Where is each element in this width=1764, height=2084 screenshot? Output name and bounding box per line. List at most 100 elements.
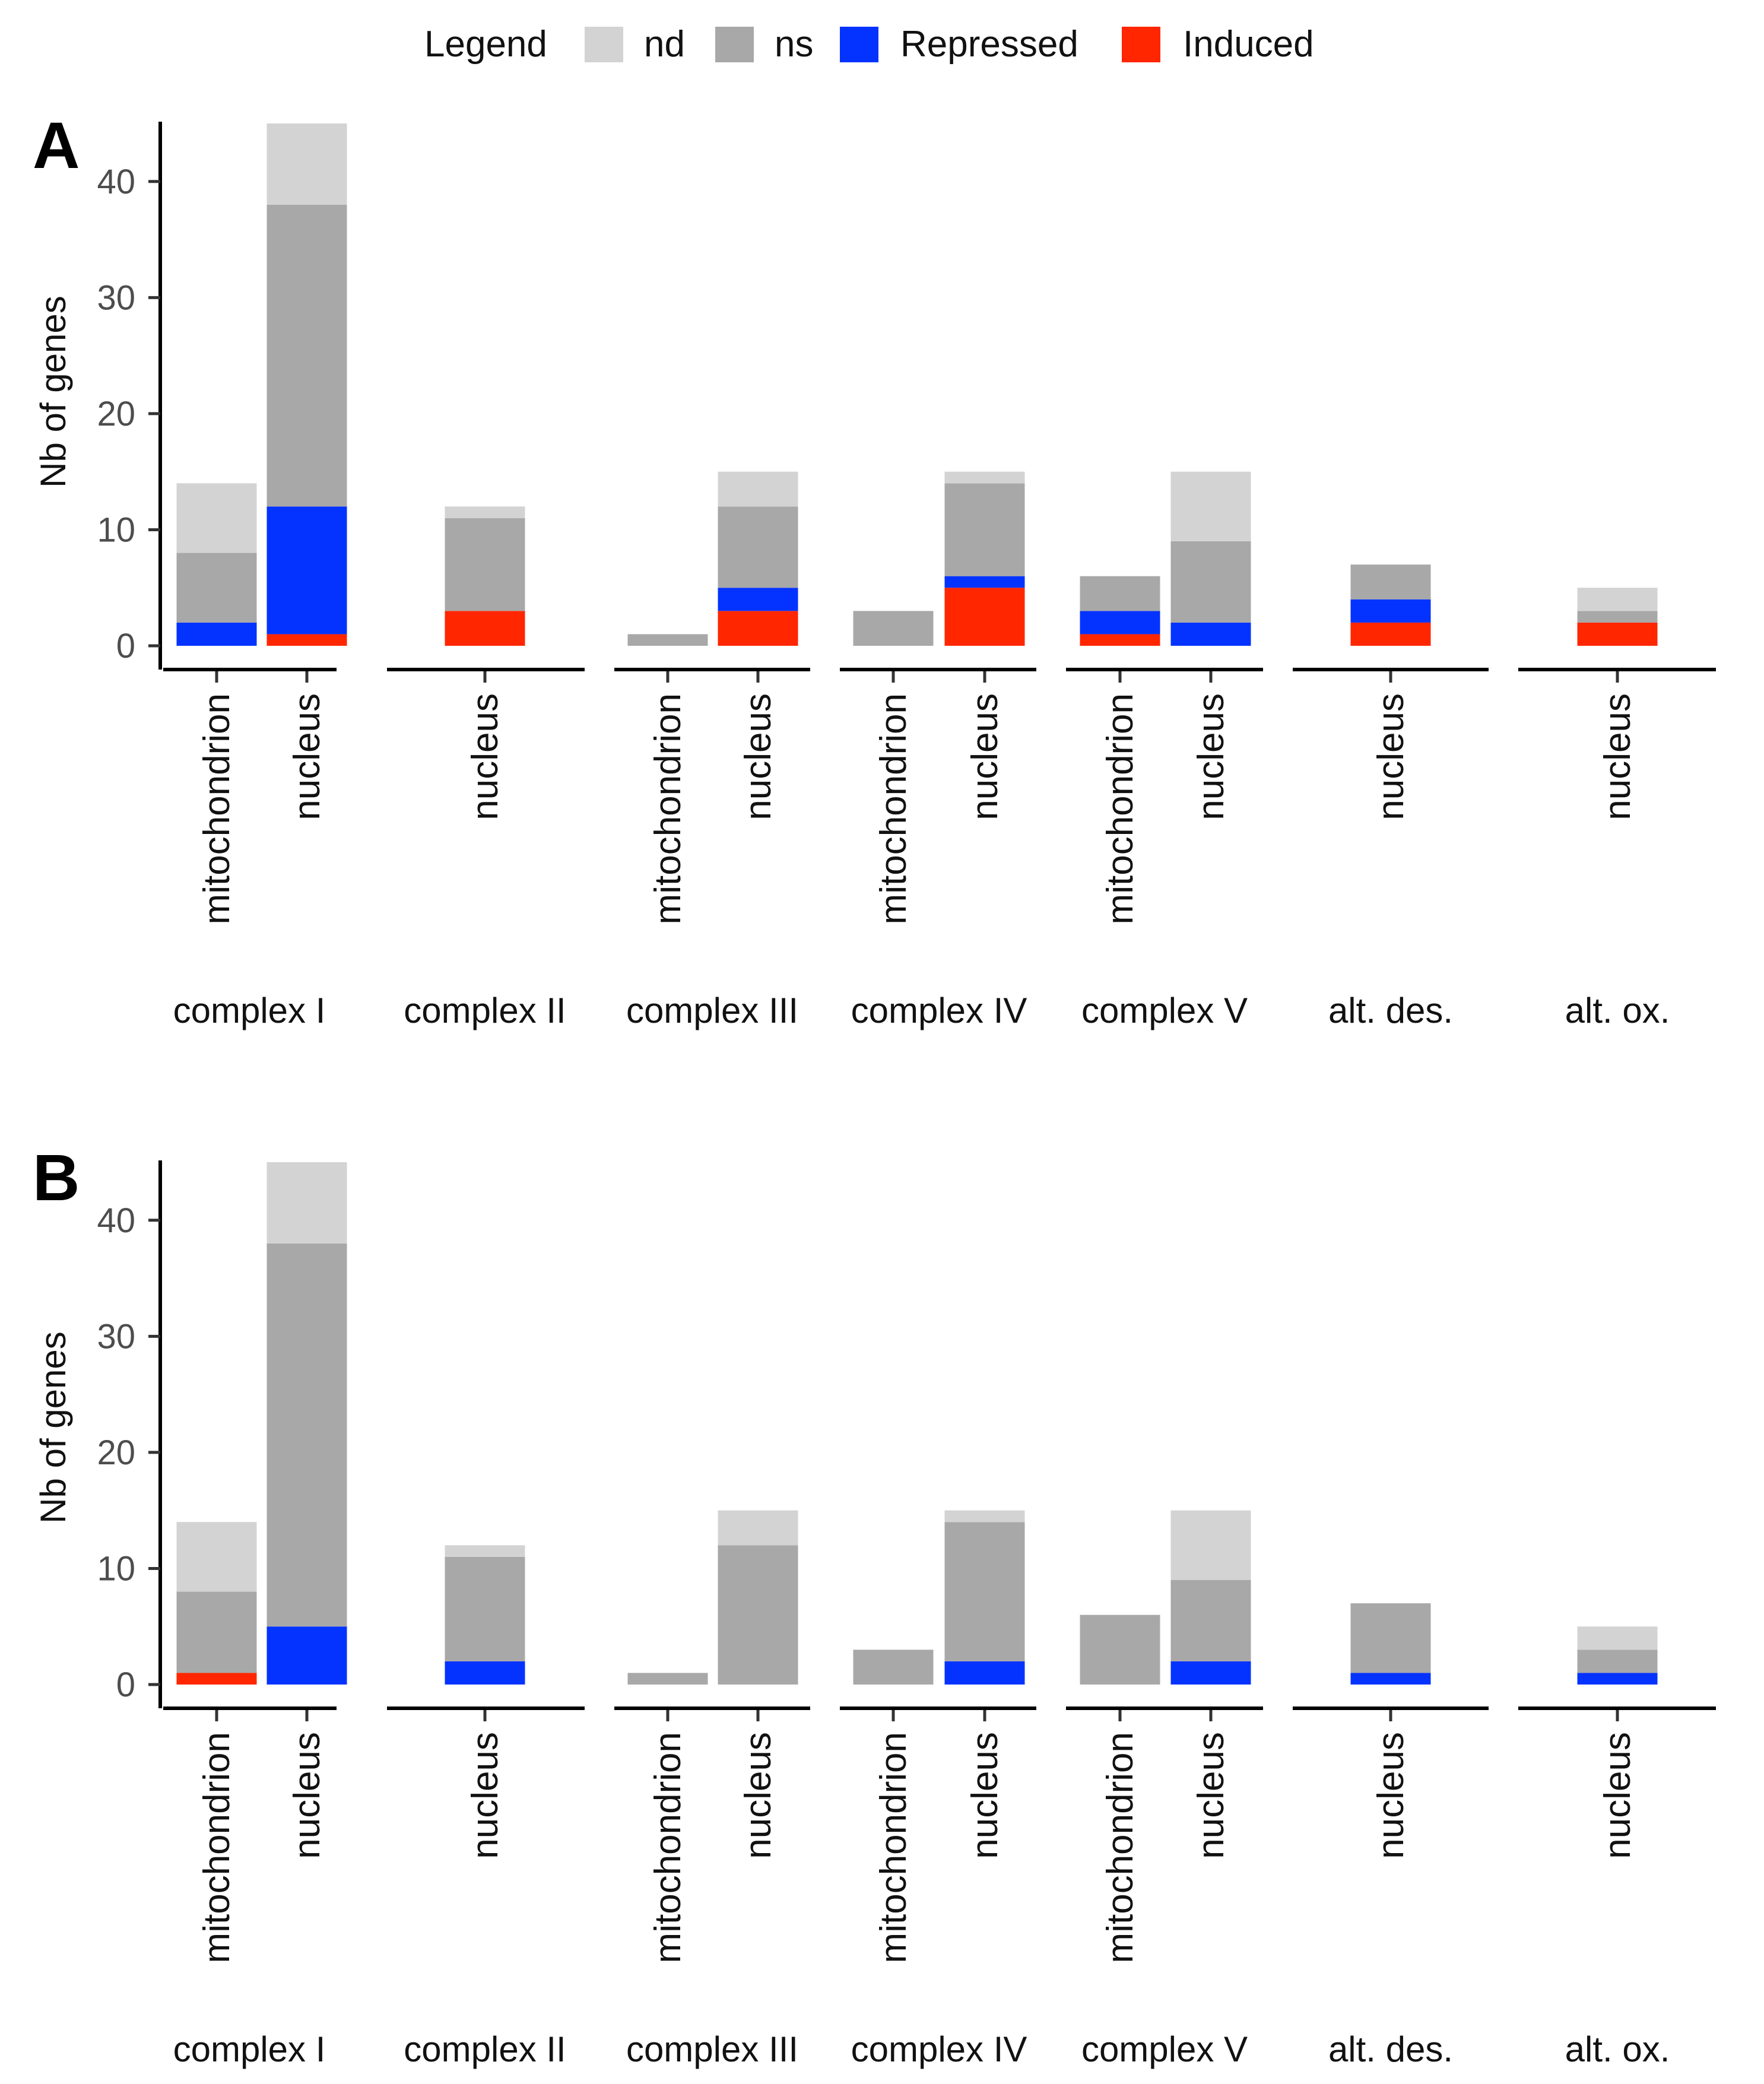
panel-a-bar-alt-ox-nucleus-ns — [1577, 611, 1658, 623]
panel-b-y-tick-label-40: 40 — [97, 1201, 135, 1240]
panel-a-group-label-alt-ox: alt. ox. — [1565, 991, 1670, 1030]
panel-b-bar-complex-i-mitochondrion-ns — [176, 1591, 257, 1673]
panel-b-x-tick-label-complex-v-nucleus: nucleus — [1191, 1732, 1232, 1859]
panel-b-x-tick-label-complex-iii-mitochondrion: mitochondrion — [648, 1732, 689, 1963]
panel-a-bar-complex-i-nucleus-ns — [266, 204, 347, 507]
panel-b-bar-complex-i-nucleus-nd — [266, 1162, 347, 1244]
panel-b-bar-complex-iii-mitochondrion-ns — [627, 1673, 708, 1685]
panel-a-y-tick-label-30: 30 — [97, 278, 135, 317]
panel-b-bar-alt-des-nucleus-repressed — [1350, 1673, 1431, 1685]
panel-a-bar-alt-des-nucleus-repressed — [1350, 599, 1431, 623]
panel-b-group-label-complex-ii: complex II — [404, 2029, 566, 2069]
panel-a-y-tick-label-20: 20 — [97, 395, 135, 433]
panel-b-y-axis-title: Nb of genes — [33, 1331, 73, 1524]
panel-b-bar-complex-i-mitochondrion-induced — [176, 1673, 257, 1685]
panel-b-bar-complex-ii-nucleus-nd — [445, 1545, 525, 1557]
panel-a-bar-complex-v-nucleus-repressed — [1170, 622, 1251, 646]
panel-b-bar-complex-iii-nucleus-nd — [718, 1510, 798, 1546]
panel-a-bar-complex-iv-nucleus-induced — [944, 588, 1025, 646]
panel-a-group-label-complex-v: complex V — [1081, 991, 1248, 1030]
panel-a-bar-complex-iii-nucleus-ns — [718, 506, 798, 588]
panel-b-bar-complex-ii-nucleus-ns — [445, 1556, 525, 1661]
panel-a-bar-alt-des-nucleus-ns — [1350, 564, 1431, 599]
panel-b-bar-alt-ox-nucleus-repressed — [1577, 1673, 1658, 1685]
legend: Legend nd ns Repressed Induced — [424, 24, 1314, 65]
panel-a-bar-complex-i-mitochondrion-ns — [176, 553, 257, 623]
panel-b-bar-complex-v-nucleus-repressed — [1170, 1661, 1251, 1685]
panel-a-letter: A — [33, 109, 80, 182]
panel-a-x-tick-label-complex-i-nucleus: nucleus — [287, 693, 328, 820]
panel-a-bar-alt-ox-nucleus-induced — [1577, 622, 1658, 646]
panel-b-bar-complex-v-mitochondrion-ns — [1080, 1614, 1160, 1685]
panel-a-bar-complex-v-nucleus-ns — [1170, 541, 1251, 623]
panel-a-bar-complex-i-mitochondrion-nd — [176, 483, 257, 553]
panel-a-bar-complex-iv-nucleus-repressed — [944, 576, 1025, 588]
panel-a-x-tick-label-complex-iii-mitochondrion: mitochondrion — [648, 693, 689, 924]
panel-b-letter: B — [33, 1141, 80, 1214]
panel-a-x-tick-label-complex-v-nucleus: nucleus — [1191, 693, 1232, 820]
panel-b-bar-complex-i-nucleus-repressed — [266, 1626, 347, 1685]
panel-a-group-label-alt-des: alt. des. — [1328, 991, 1453, 1030]
panel-b-bar-complex-i-nucleus-ns — [266, 1243, 347, 1627]
panel-b-x-tick-label-complex-iv-nucleus: nucleus — [965, 1732, 1005, 1859]
panel-b-bar-complex-ii-nucleus-repressed — [445, 1661, 525, 1685]
panel-b-x-tick-label-complex-v-mitochondrion: mitochondrion — [1100, 1732, 1141, 1963]
panel-a-bar-complex-v-mitochondrion-repressed — [1080, 611, 1160, 635]
panel-a-group-label-complex-i: complex I — [173, 991, 326, 1030]
panel-b-group-label-alt-des: alt. des. — [1328, 2029, 1453, 2069]
panel-a-bar-complex-iv-mitochondrion-ns — [853, 611, 934, 646]
panel-b-bar-alt-des-nucleus-ns — [1350, 1603, 1431, 1673]
panel-a-bar-complex-iii-nucleus-repressed — [718, 588, 798, 611]
panel-a-bar-alt-des-nucleus-induced — [1350, 622, 1431, 646]
panel-b-bar-complex-v-nucleus-nd — [1170, 1510, 1251, 1580]
panel-a-x-tick-label-complex-iv-mitochondrion: mitochondrion — [873, 693, 914, 924]
panel-b-x-tick-label-complex-iv-mitochondrion: mitochondrion — [873, 1732, 914, 1963]
panel-a-x-tick-label-alt-des-nucleus: nucleus — [1370, 693, 1411, 820]
panel-a-bar-complex-iii-nucleus-induced — [718, 611, 798, 646]
panel-b-y-tick-label-0: 0 — [116, 1666, 135, 1704]
panel-a-bar-complex-ii-nucleus-ns — [445, 518, 525, 611]
legend-label-induced: Induced — [1183, 24, 1314, 65]
legend-label-ns: ns — [775, 24, 813, 65]
panel-b: B Nb of genes 0 10 20 30 40 mitochondrion nucl… — [33, 1141, 1716, 2069]
panel-b-bar-alt-ox-nucleus-nd — [1577, 1626, 1658, 1650]
panel-a-group-label-complex-ii: complex II — [404, 991, 566, 1030]
panel-a-group-label-complex-iv: complex IV — [851, 991, 1027, 1030]
panel-a-bar-complex-i-mitochondrion-repressed — [176, 622, 257, 646]
panel-b-bar-complex-iv-nucleus-ns — [944, 1522, 1025, 1661]
panel-a-bar-complex-iii-nucleus-nd — [718, 471, 798, 507]
panel-b-x-tick-label-alt-ox-nucleus: nucleus — [1597, 1732, 1638, 1859]
panel-a-bar-complex-iv-nucleus-ns — [944, 483, 1025, 576]
panel-b-bar-complex-v-nucleus-ns — [1170, 1580, 1251, 1661]
panel-a-x-tick-label-complex-iv-nucleus: nucleus — [965, 693, 1005, 820]
panel-a-group-label-complex-iii: complex III — [626, 991, 798, 1030]
panel-b-x-tick-label-complex-i-mitochondrion: mitochondrion — [196, 1732, 237, 1963]
panel-b-x-tick-label-complex-i-nucleus: nucleus — [287, 1732, 328, 1859]
panel-b-y-tick-label-10: 10 — [97, 1549, 135, 1588]
panel-a-x-tick-label-complex-i-mitochondrion: mitochondrion — [196, 693, 237, 924]
panel-b-group-label-complex-v: complex V — [1081, 2029, 1248, 2069]
legend-label-nd: nd — [644, 24, 685, 65]
panel-b-x-tick-label-complex-iii-nucleus: nucleus — [738, 1732, 779, 1859]
panel-a-y-tick-label-0: 0 — [116, 627, 135, 665]
panel-a: A Nb of genes 0 10 20 30 40 mitochondrion nucl… — [33, 109, 1716, 1030]
panel-a-bar-complex-i-nucleus-repressed — [266, 506, 347, 635]
panel-a-bar-complex-i-nucleus-induced — [266, 634, 347, 646]
panel-b-bar-complex-iv-mitochondrion-ns — [853, 1650, 934, 1685]
panel-a-bar-complex-i-nucleus-nd — [266, 123, 347, 205]
panel-b-bar-complex-iii-nucleus-ns — [718, 1545, 798, 1685]
panel-a-bar-complex-iii-mitochondrion-ns — [627, 634, 708, 646]
panel-b-bar-complex-iv-nucleus-nd — [944, 1510, 1025, 1522]
panel-b-x-tick-label-alt-des-nucleus: nucleus — [1370, 1732, 1411, 1859]
panel-a-x-tick-label-complex-v-mitochondrion: mitochondrion — [1100, 693, 1141, 924]
panel-b-bar-complex-i-mitochondrion-nd — [176, 1522, 257, 1592]
panel-a-bar-complex-ii-nucleus-nd — [445, 506, 525, 518]
panel-b-y-tick-label-20: 20 — [97, 1433, 135, 1472]
legend-label-repressed: Repressed — [900, 24, 1078, 65]
panel-a-bar-complex-v-mitochondrion-ns — [1080, 576, 1160, 611]
panel-a-bar-complex-iv-nucleus-nd — [944, 471, 1025, 484]
panel-b-group-label-alt-ox: alt. ox. — [1565, 2029, 1670, 2069]
panel-b-y-tick-label-30: 30 — [97, 1317, 135, 1356]
legend-swatch-repressed — [840, 27, 878, 62]
